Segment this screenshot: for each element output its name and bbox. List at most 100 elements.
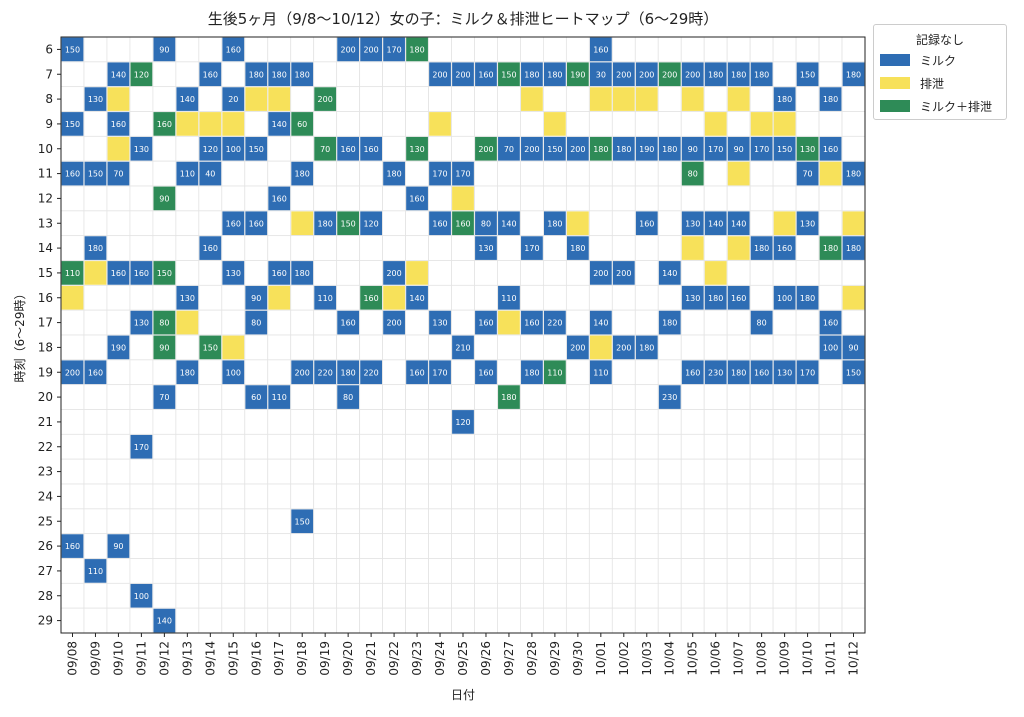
- grid-cell: [359, 160, 383, 187]
- grid-cell: [611, 185, 636, 212]
- grid-cell: [520, 433, 544, 460]
- grid-cell: [405, 384, 429, 410]
- heatmap-cell-milk: [107, 261, 130, 285]
- grid-cell: [198, 433, 223, 460]
- cell-value-label: 180: [295, 269, 310, 278]
- heatmap-cell-milk: [452, 335, 474, 360]
- cell-value-label: 180: [409, 45, 424, 54]
- cell-value-label: 80: [481, 219, 491, 228]
- heatmap-cell-milk: [314, 285, 337, 310]
- grid-cell: [405, 433, 429, 460]
- grid-cell: [382, 334, 406, 361]
- heatmap-cell-milk: [589, 37, 612, 62]
- x-tick-label: 10/11: [824, 641, 838, 676]
- cell-value-label: 200: [616, 343, 631, 352]
- heatmap-cell-milk: [84, 161, 107, 186]
- grid-cell: [290, 582, 315, 609]
- grid-cell: [382, 582, 406, 609]
- grid-cell: [841, 309, 866, 336]
- grid-cell: [795, 483, 820, 510]
- grid-cell: [565, 36, 590, 63]
- y-tick-label: 22: [38, 440, 53, 454]
- grid-cell: [152, 160, 177, 187]
- grid-cell: [313, 483, 338, 510]
- grid-cell: [611, 309, 636, 336]
- grid-cell: [703, 235, 728, 261]
- cell-value-label: 170: [708, 145, 723, 154]
- grid-cell: [451, 86, 475, 112]
- grid-cell: [543, 508, 567, 535]
- heatmap-cell-milk: [773, 236, 796, 260]
- heatmap-cell-milk: [589, 360, 612, 385]
- grid-cell: [336, 582, 361, 609]
- cell-value-label: 130: [409, 145, 424, 154]
- heatmap-cell-excretion: [727, 87, 750, 111]
- grid-cell: [772, 409, 797, 435]
- grid-cell: [749, 607, 774, 634]
- grid-cell: [359, 508, 383, 535]
- cell-value-label: 150: [157, 269, 172, 278]
- cell-value-label: 180: [318, 219, 333, 228]
- grid-cell: [497, 483, 521, 510]
- cell-value-label: 190: [111, 343, 126, 352]
- cell-value-label: 200: [662, 70, 677, 79]
- grid-cell: [451, 135, 475, 162]
- heatmap-cell-milk: [268, 385, 291, 409]
- grid-cell: [680, 185, 705, 212]
- grid-cell: [474, 533, 498, 559]
- grid-cell: [680, 508, 705, 535]
- grid-cell: [290, 533, 315, 559]
- heatmap-cell-milk: [176, 87, 199, 111]
- cell-value-label: 90: [688, 145, 698, 154]
- grid-cell: [680, 558, 705, 584]
- grid-cell: [405, 334, 429, 361]
- grid-cell: [611, 359, 636, 386]
- grid-cell: [83, 185, 108, 212]
- heatmap-cell-excretion: [681, 236, 704, 260]
- heatmap-cell-milk: [681, 360, 704, 385]
- cell-value-label: 160: [409, 194, 424, 203]
- heatmap-cell-milk: [429, 161, 451, 186]
- grid-cell: [588, 409, 613, 435]
- grid-cell: [336, 235, 361, 261]
- grid-cell: [772, 582, 797, 609]
- grid-cell: [60, 135, 85, 162]
- cell-value-label: 200: [65, 368, 80, 377]
- cell-value-label: 110: [318, 294, 333, 303]
- grid-cell: [129, 210, 154, 237]
- grid-cell: [726, 334, 751, 361]
- cell-value-label: 130: [800, 145, 815, 154]
- y-tick-labels: 6 7 8 9 10 11 12 13 14 15 16 17 18 19 20 21 22 23 24 25 26 27…: [38, 42, 61, 628]
- grid-cell: [129, 359, 154, 386]
- cell-value-label: 180: [639, 343, 654, 352]
- heatmap-cell-milk: [107, 62, 130, 87]
- grid-cell: [83, 210, 108, 237]
- grid-cell: [198, 607, 223, 634]
- heatmap-cell-milk: [773, 285, 796, 310]
- legend-item-milk: ミルク: [880, 52, 956, 68]
- grid-cell: [726, 309, 751, 336]
- x-tick-label: 09/17: [272, 641, 286, 676]
- cell-value-label: 150: [295, 517, 310, 526]
- grid-cell: [336, 160, 361, 187]
- grid-cell: [520, 36, 544, 63]
- legend-item-both: ミルク＋排泄: [880, 98, 992, 114]
- grid-cell: [726, 558, 751, 584]
- grid-cell: [703, 433, 728, 460]
- cell-value-label: 170: [754, 145, 769, 154]
- cell-value-label: 180: [754, 244, 769, 253]
- cell-value-label: 60: [251, 393, 261, 402]
- grid-cell: [497, 359, 521, 386]
- grid-cell: [405, 210, 429, 237]
- grid-cell: [428, 334, 452, 361]
- cell-value-label: 180: [180, 368, 195, 377]
- grid-cell: [497, 86, 521, 112]
- grid-cell: [106, 359, 131, 386]
- heatmap-cell-milk: [222, 87, 245, 111]
- grid-cell: [336, 260, 361, 286]
- grid-cell: [611, 607, 636, 634]
- heatmap-cell-milk: [796, 62, 819, 87]
- heatmap-cell-milk: [222, 136, 245, 161]
- y-tick-label: 23: [38, 465, 53, 479]
- cell-value-label: 130: [226, 269, 241, 278]
